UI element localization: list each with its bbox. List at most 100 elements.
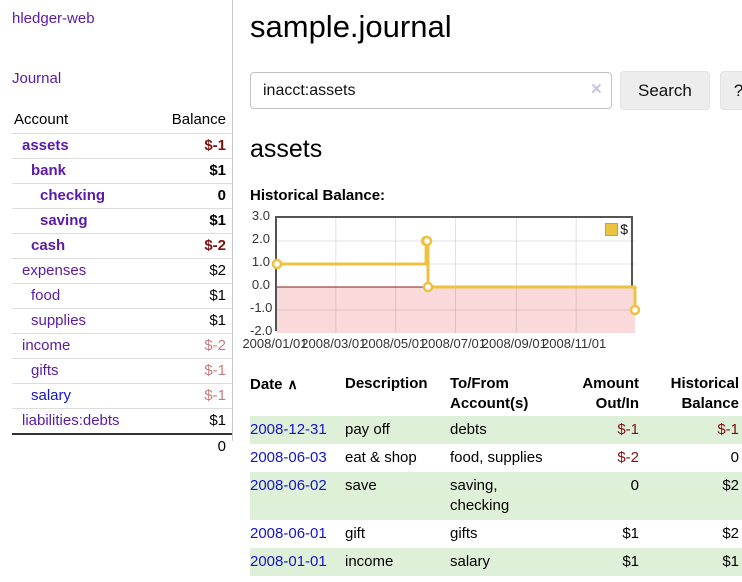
account-link-supplies[interactable]: supplies [31, 312, 87, 329]
y-axis-tick-label: 2.0 [251, 231, 270, 246]
transaction-balance: $-1 [717, 421, 739, 438]
transaction-accounts: gifts [450, 525, 478, 542]
account-row: liabilities:debts $1 [12, 408, 232, 435]
accounts-header-account: Account [12, 108, 152, 134]
search-input[interactable] [250, 72, 612, 109]
account-balance: $-2 [151, 233, 232, 259]
account-row: food $1 [12, 283, 232, 309]
register-header-balance: Historical Balance [670, 375, 739, 412]
account-row: assets $-1 [12, 133, 232, 159]
account-row: saving $1 [12, 208, 232, 234]
accounts-table-body: assets $-1 bank $1 checking 0 saving $1 cash $-2 e… [12, 133, 232, 435]
register-row: 2008-06-01 gift gifts $1 $2 [250, 520, 742, 548]
transaction-balance: $2 [722, 525, 739, 542]
account-heading: assets [250, 135, 323, 163]
search-box: × [250, 72, 612, 109]
account-balance: $1 [151, 283, 232, 309]
account-link-saving[interactable]: saving [40, 212, 88, 229]
chart-canvas [271, 218, 641, 333]
register-row: 2008-01-01 income salary $1 $1 [250, 548, 742, 576]
transaction-balance: $1 [722, 553, 739, 570]
transaction-accounts: food, supplies [450, 449, 543, 466]
account-link-checking[interactable]: checking [40, 187, 106, 204]
account-row: gifts $-1 [12, 358, 232, 384]
account-balance: $1 [151, 408, 232, 435]
transaction-description: save [345, 477, 377, 494]
transaction-accounts: debts [450, 421, 487, 438]
transaction-date-link[interactable]: 2008-06-01 [250, 525, 327, 542]
account-row: cash $-2 [12, 233, 232, 259]
x-axis-tick-label: 2008/05/01 [361, 336, 427, 351]
account-row: expenses $2 [12, 258, 232, 284]
transaction-date-link[interactable]: 2008-12-31 [250, 421, 327, 438]
chart-plot-area: $ [271, 216, 641, 333]
register-table: Date ∧ Description To/From Account(s) Amo… [250, 372, 742, 576]
transaction-amount: $-1 [617, 421, 639, 438]
account-balance: $1 [151, 308, 232, 334]
account-link-bank[interactable]: bank [31, 162, 67, 179]
y-axis-tick-label: -1.0 [250, 300, 273, 315]
clear-search-icon[interactable]: × [590, 79, 602, 100]
account-row: salary $-1 [12, 383, 232, 409]
chart-legend: $ [605, 221, 628, 237]
sidebar: hledger-web Journal Account Balance asse… [0, 0, 233, 459]
account-link-liabilities-debts[interactable]: liabilities:debts [22, 412, 120, 429]
accounts-table: Account Balance assets $-1 bank $1 checking 0… [12, 108, 232, 459]
account-link-cash[interactable]: cash [31, 237, 66, 254]
transaction-amount: $-2 [617, 449, 639, 466]
transaction-accounts: salary [450, 553, 491, 570]
account-link-income[interactable]: income [22, 337, 71, 354]
transaction-date-link[interactable]: 2008-06-02 [250, 477, 327, 494]
help-button[interactable]: ? [719, 71, 742, 110]
account-balance: $-1 [151, 383, 232, 409]
account-link-expenses[interactable]: expenses [22, 262, 87, 279]
y-axis-tick-label: 0.0 [251, 277, 270, 292]
account-link-gifts[interactable]: gifts [31, 362, 59, 379]
search-button[interactable]: Search [620, 71, 710, 110]
register-header-description: Description [345, 375, 428, 392]
register-header-accounts: To/From Account(s) [450, 375, 529, 412]
transaction-description: eat & shop [345, 449, 417, 466]
account-row: checking 0 [12, 183, 232, 209]
register-header-amount: Amount Out/In [582, 375, 639, 412]
transaction-amount: $1 [622, 553, 639, 570]
transaction-description: income [345, 553, 394, 570]
account-link-food[interactable]: food [31, 287, 61, 304]
transaction-description: gift [345, 525, 366, 542]
x-axis-tick-label: 2008/11/01 [542, 336, 607, 351]
account-balance: $-1 [151, 133, 232, 159]
transaction-amount: $1 [622, 525, 639, 542]
accounts-total-value: 0 [151, 433, 232, 459]
account-balance: 0 [151, 183, 232, 209]
x-axis-tick-label: 2008/03/01 [301, 336, 367, 351]
app-brand-link[interactable]: hledger-web [12, 10, 95, 27]
register-row: 2008-06-02 save saving, checking 0 $2 [250, 472, 742, 520]
y-axis-tick-label: 3.0 [251, 208, 270, 223]
transaction-date-link[interactable]: 2008-01-01 [250, 553, 327, 570]
x-axis-tick-label: 2008/07/01 [420, 336, 487, 351]
sidebar-item-journal[interactable]: Journal [12, 70, 62, 87]
search-row: × Search ? [250, 71, 742, 110]
account-balance: $-2 [151, 333, 232, 359]
account-balance: $1 [151, 208, 232, 234]
transaction-amount: 0 [630, 477, 639, 494]
transaction-accounts: saving, checking [450, 477, 510, 514]
main-content: sample.journal × Search ? assets Histori… [242, 0, 742, 576]
register-header-row: Date ∧ Description To/From Account(s) Amo… [250, 372, 742, 416]
accounts-total-row: 0 [12, 433, 232, 459]
historical-balance-chart: $ 3.0 2.0 1.0 0.0 -1.0 -2.0 2008/01/01 2008/03/… [242, 209, 742, 356]
legend-label: $ [620, 221, 628, 237]
register-row: 2008-12-31 pay off debts $-1 $-1 [250, 416, 742, 444]
transaction-date-link[interactable]: 2008-06-03 [250, 449, 327, 466]
register-header-date[interactable]: Date ∧ [250, 376, 298, 393]
y-axis-tick-label: 1.0 [251, 254, 270, 269]
account-balance: $2 [151, 258, 232, 284]
transaction-balance: $2 [722, 477, 739, 494]
transaction-description: pay off [345, 421, 390, 438]
transaction-balance: 0 [730, 449, 739, 466]
chart-title: Historical Balance: [250, 187, 386, 204]
account-link-salary[interactable]: salary [31, 387, 72, 404]
account-link-assets[interactable]: assets [22, 137, 69, 154]
account-row: income $-2 [12, 333, 232, 359]
account-row: bank $1 [12, 158, 232, 184]
